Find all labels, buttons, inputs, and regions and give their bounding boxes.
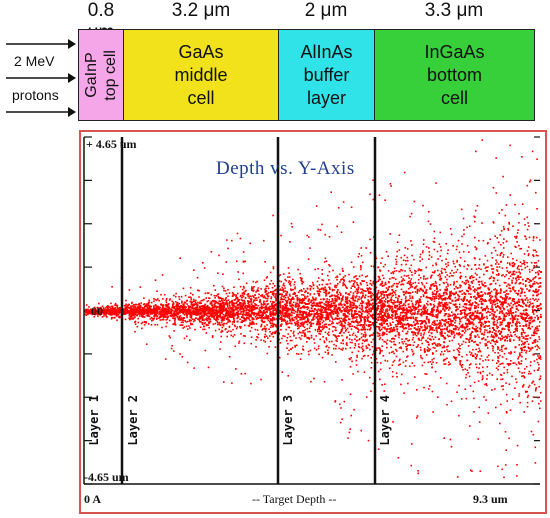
layer-middle-line: cell bbox=[187, 87, 215, 108]
beam-energy-label: 2 MeV bbox=[14, 53, 55, 69]
beam-arrow bbox=[6, 73, 76, 83]
thickness-buffer-label: 2 μm bbox=[304, 0, 348, 21]
depth-plot-panel bbox=[79, 130, 547, 514]
beam-arrow bbox=[6, 107, 76, 117]
layer-buffer: AlInAs buffer layer bbox=[278, 29, 375, 121]
layer-top-line: top cell bbox=[102, 49, 119, 101]
layer-buffer-line: layer bbox=[306, 87, 346, 108]
layer-bottom-cell: InGaAs bottom cell bbox=[374, 29, 535, 121]
layer-bottom-line: cell bbox=[440, 87, 468, 108]
layer-buffer-line: buffer bbox=[303, 64, 350, 85]
layer-middle-cell: GaAs middle cell bbox=[123, 29, 279, 121]
thickness-middle-label: 3.2 μm bbox=[171, 0, 231, 21]
thickness-bottom-label: 3.3 μm bbox=[424, 0, 484, 21]
layer-middle-line: GaAs bbox=[178, 41, 224, 62]
layer-buffer-line: AlInAs bbox=[300, 41, 353, 62]
layer-bottom-line: InGaAs bbox=[424, 41, 485, 62]
layer-bottom-line: bottom bbox=[426, 64, 483, 85]
layer-top-line: GaInP bbox=[83, 52, 100, 98]
beam-arrow bbox=[6, 39, 76, 49]
layer-middle-line: middle bbox=[174, 64, 228, 85]
beam-particle-label: protons bbox=[12, 87, 59, 103]
layer-top-cell: GaInP top cell bbox=[78, 29, 124, 121]
layer-top-cell-text: GaInP top cell bbox=[82, 50, 120, 101]
